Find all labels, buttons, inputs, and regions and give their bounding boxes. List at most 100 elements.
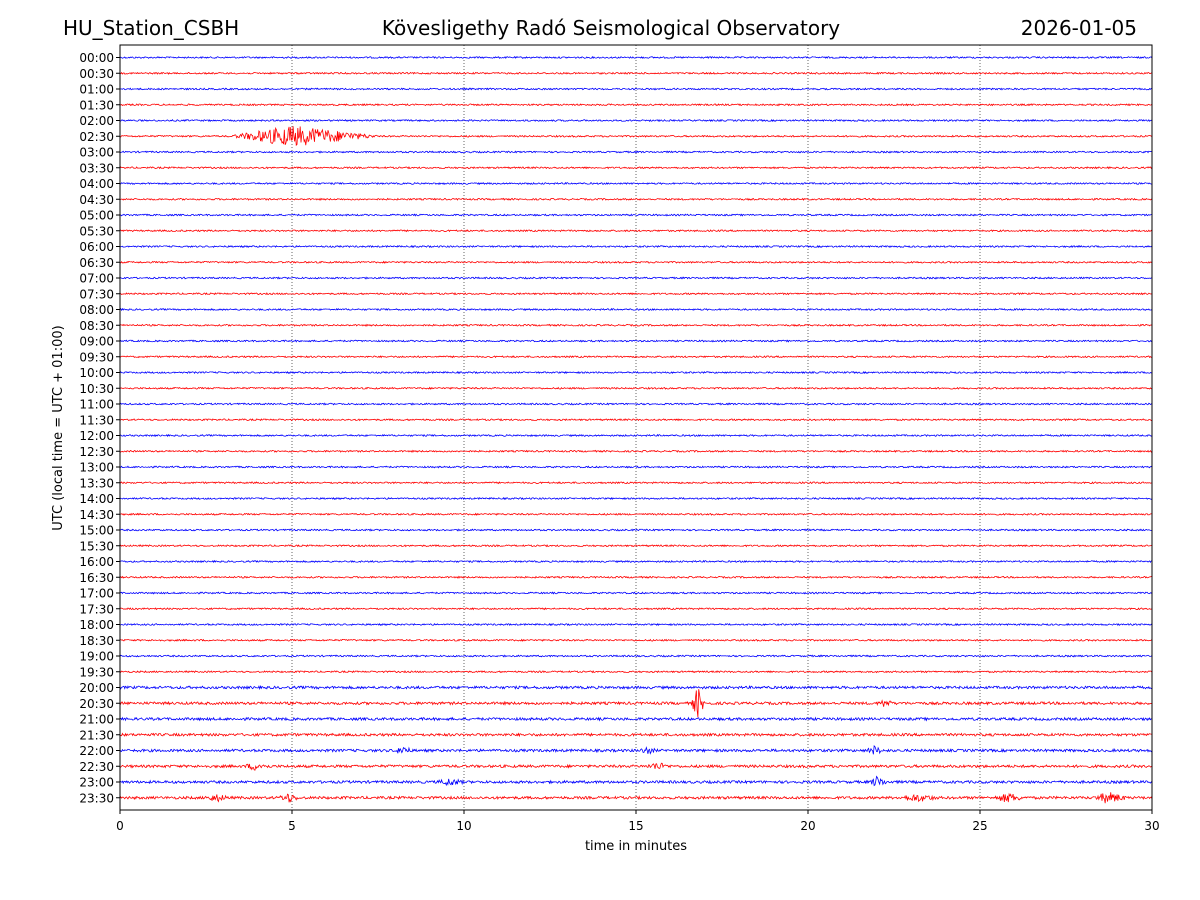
y-tick-label: 03:30 xyxy=(79,161,114,175)
vertical-gridlines xyxy=(291,45,981,810)
y-tick-label: 07:00 xyxy=(79,272,114,286)
y-tick-label: 19:00 xyxy=(79,650,114,664)
trace-1830 xyxy=(119,638,1153,642)
trace-1430 xyxy=(119,512,1153,516)
x-tick-label: 25 xyxy=(972,819,987,833)
trace-0330 xyxy=(119,166,1153,170)
y-tick-label: 19:30 xyxy=(79,665,114,679)
x-tick-label: 5 xyxy=(288,819,296,833)
y-tick-label: 12:30 xyxy=(79,445,114,459)
trace-0030 xyxy=(119,71,1153,75)
trace-0130 xyxy=(119,103,1153,107)
trace-1130 xyxy=(119,418,1153,422)
trace-2330 xyxy=(119,792,1153,804)
trace-1730 xyxy=(119,607,1153,611)
x-tick-label: 30 xyxy=(1144,819,1159,833)
y-tick-label: 16:30 xyxy=(79,571,114,585)
trace-0400 xyxy=(119,181,1153,186)
y-tick-label: 09:30 xyxy=(79,350,114,364)
trace-1600 xyxy=(119,559,1153,564)
y-tick-label: 17:30 xyxy=(79,602,114,616)
y-tick-label: 15:30 xyxy=(79,539,114,553)
trace-2200 xyxy=(119,744,1153,755)
station-name: HU_Station_CSBH xyxy=(63,16,239,40)
y-tick-label: 20:00 xyxy=(79,681,114,695)
trace-0600 xyxy=(119,244,1153,249)
chart-date: 2026-01-05 xyxy=(1021,16,1137,40)
trace-2130 xyxy=(119,732,1153,738)
trace-0900 xyxy=(119,339,1153,343)
trace-1000 xyxy=(119,370,1153,375)
trace-1530 xyxy=(119,544,1153,548)
trace-1200 xyxy=(119,433,1153,438)
trace-0930 xyxy=(119,355,1153,359)
trace-0430 xyxy=(119,197,1153,201)
trace-2230 xyxy=(119,762,1153,771)
trace-2100 xyxy=(119,716,1153,722)
trace-2300 xyxy=(119,775,1153,787)
x-tick-label: 15 xyxy=(628,819,643,833)
y-tick-label: 09:00 xyxy=(79,335,114,349)
trace-0700 xyxy=(119,276,1153,280)
trace-0500 xyxy=(119,213,1153,217)
y-tick-label: 21:30 xyxy=(79,728,114,742)
y-tick-label: 20:30 xyxy=(79,697,114,711)
y-tick-label: 12:00 xyxy=(79,429,114,443)
trace-1100 xyxy=(119,402,1153,406)
y-tick-label: 21:00 xyxy=(79,713,114,727)
y-tick-label: 11:00 xyxy=(79,398,114,412)
y-tick-label: 01:00 xyxy=(79,83,114,97)
y-tick-label: 08:30 xyxy=(79,319,114,333)
x-axis-label: time in minutes xyxy=(585,839,687,854)
trace-0200 xyxy=(119,118,1153,123)
y-tick-label: 16:00 xyxy=(79,555,114,569)
y-tick-label: 05:00 xyxy=(79,209,114,223)
y-tick-label: 02:00 xyxy=(79,114,114,128)
y-tick-label: 10:00 xyxy=(79,366,114,380)
seismic-traces xyxy=(119,55,1153,804)
trace-1630 xyxy=(119,575,1153,579)
trace-1030 xyxy=(119,386,1153,390)
trace-0830 xyxy=(119,323,1153,327)
trace-1400 xyxy=(119,496,1153,501)
y-tick-label: 10:30 xyxy=(79,382,114,396)
y-tick-label: 07:30 xyxy=(79,287,114,301)
y-tick-label: 23:30 xyxy=(79,791,114,805)
y-tick-label: 18:00 xyxy=(79,618,114,632)
trace-1700 xyxy=(119,591,1153,595)
trace-1230 xyxy=(119,449,1153,453)
trace-0000 xyxy=(119,55,1153,60)
y-tick-label: 13:00 xyxy=(79,461,114,475)
y-tick-label: 15:00 xyxy=(79,524,114,538)
y-tick-label: 01:30 xyxy=(79,98,114,112)
y-tick-label: 05:30 xyxy=(79,224,114,238)
trace-1500 xyxy=(119,528,1153,532)
x-tick-label: 20 xyxy=(800,819,815,833)
trace-1800 xyxy=(119,622,1153,627)
y-tick-label: 06:30 xyxy=(79,256,114,270)
trace-0800 xyxy=(119,307,1153,312)
y-tick-label: 11:30 xyxy=(79,413,114,427)
y-tick-label: 06:00 xyxy=(79,240,114,254)
y-tick-label: 00:30 xyxy=(79,67,114,81)
y-tick-label: 08:00 xyxy=(79,303,114,317)
y-tick-label: 02:30 xyxy=(79,130,114,144)
y-tick-label: 03:00 xyxy=(79,146,114,160)
trace-0300 xyxy=(119,150,1153,154)
trace-0230 xyxy=(119,126,1153,147)
y-tick-label: 22:00 xyxy=(79,744,114,758)
y-tick-label: 14:30 xyxy=(79,508,114,522)
trace-0630 xyxy=(119,260,1153,264)
y-tick-label: 04:00 xyxy=(79,177,114,191)
x-tick-label: 10 xyxy=(456,819,471,833)
y-tick-label: 04:30 xyxy=(79,193,114,207)
y-tick-label: 22:30 xyxy=(79,760,114,774)
chart-title: Kövesligethy Radó Seismological Observat… xyxy=(382,16,840,40)
y-tick-label: 13:30 xyxy=(79,476,114,490)
trace-1900 xyxy=(119,654,1153,658)
plot-frame xyxy=(119,44,1153,811)
trace-2030 xyxy=(119,689,1153,718)
y-tick-label: 17:00 xyxy=(79,587,114,601)
